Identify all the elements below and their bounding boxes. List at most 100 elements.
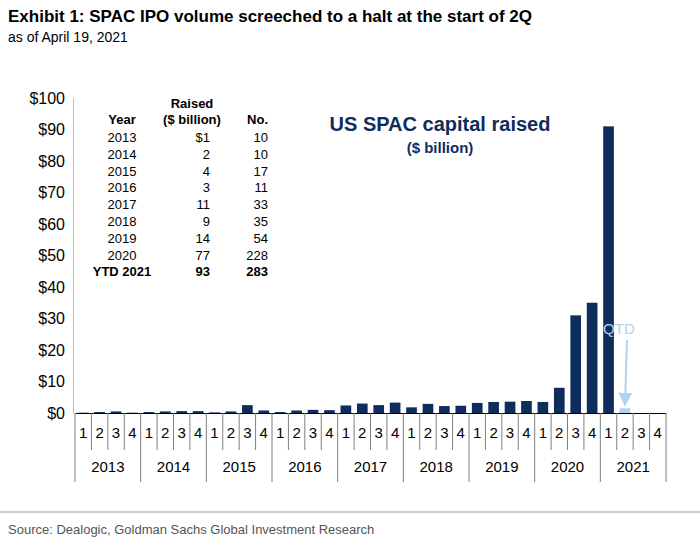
bar: [111, 411, 122, 413]
table-cell: 17: [254, 164, 268, 179]
quarter-separator: [239, 413, 240, 450]
x-tick: 2: [95, 413, 103, 441]
bars: [78, 126, 630, 413]
table-cell: 9: [203, 214, 210, 229]
x-tick-label: 2: [227, 424, 235, 441]
y-tick-label: $30: [38, 310, 65, 327]
chart: Exhibit 1: SPAC IPO volume screeched to …: [0, 0, 700, 545]
y-tick: $100: [29, 90, 73, 107]
x-tick-label: 3: [243, 424, 251, 441]
x-tick: 1: [539, 413, 547, 441]
table-cell: 2019: [108, 231, 137, 246]
title: Exhibit 1: SPAC IPO volume screeched to …: [8, 7, 532, 26]
x-tick: 1: [79, 413, 87, 441]
year-separator: [140, 413, 141, 482]
year-label: 2014: [157, 458, 190, 475]
x-tick: 4: [128, 413, 136, 441]
quarter-separator: [157, 413, 158, 450]
table-cell: 2017: [108, 197, 137, 212]
x-tick: 2: [358, 413, 366, 441]
chart-unit: ($ billion): [407, 139, 474, 156]
bar: [193, 411, 204, 413]
bar: [521, 401, 532, 413]
table-header: No.: [247, 112, 268, 127]
table-cell: 2: [203, 147, 210, 162]
quarter-separator: [419, 413, 420, 450]
qtd-arrow: [625, 340, 627, 405]
inset-table: YearRaised($ billion)No.2013$11020142102…: [93, 96, 268, 279]
x-tick: 1: [276, 413, 284, 441]
bar: [554, 388, 565, 413]
x-tick: 1: [604, 413, 612, 441]
quarter-separator: [386, 413, 387, 450]
bar: [603, 126, 614, 413]
quarter-separator: [255, 413, 256, 450]
year-separator: [337, 413, 338, 482]
bar: [275, 412, 286, 413]
table-cell: 2015: [108, 164, 137, 179]
x-tick: 2: [161, 413, 169, 441]
year-label: 2021: [616, 458, 649, 475]
bar: [308, 410, 319, 413]
bar: [176, 411, 187, 413]
x-tick-label: 4: [194, 424, 202, 441]
x-tick: 1: [473, 413, 481, 441]
bar: [94, 412, 105, 413]
y-tick-label: $60: [38, 216, 65, 233]
x-tick-label: 2: [161, 424, 169, 441]
x-tick: 3: [440, 413, 448, 441]
bar: [587, 303, 598, 413]
quarter-separator: [518, 413, 519, 450]
bar: [127, 412, 138, 413]
table-cell: $1: [196, 130, 210, 145]
x-tick-label: 1: [145, 424, 153, 441]
x-tick: 2: [621, 413, 629, 441]
year-label: 2019: [485, 458, 518, 475]
x-tick-label: 1: [342, 424, 350, 441]
table-cell: 283: [246, 264, 268, 279]
table-cell: 11: [255, 180, 269, 195]
y-axis-line: [73, 99, 74, 414]
x-tick: 4: [588, 413, 596, 441]
x-tick-label: 1: [473, 424, 481, 441]
bar: [324, 410, 335, 413]
x-tick: 3: [243, 413, 251, 441]
bar: [242, 405, 253, 413]
year-label: 2016: [288, 458, 321, 475]
bar: [406, 407, 417, 413]
bar: [488, 402, 499, 413]
y-tick-label: $20: [38, 342, 65, 359]
x-tick-label: 4: [260, 424, 268, 441]
year-label: 2015: [222, 458, 255, 475]
bar: [357, 404, 368, 413]
x-tick-label: 4: [457, 424, 465, 441]
x-tick: 2: [489, 413, 497, 441]
table-header: Raised: [171, 96, 214, 111]
bar: [439, 406, 450, 413]
bar: [455, 406, 466, 413]
quarter-separator: [649, 413, 650, 450]
quarter-separator: [436, 413, 437, 450]
quarter-separator: [551, 413, 552, 450]
bar: [620, 408, 631, 413]
year-label: 2013: [91, 458, 124, 475]
table-cell: 10: [254, 147, 268, 162]
table-header: ($ billion): [163, 112, 221, 127]
table-cell: 2014: [108, 147, 137, 162]
source-rule: [0, 512, 700, 513]
x-tick-label: 3: [375, 424, 383, 441]
bar: [144, 412, 155, 413]
x-tick: 3: [572, 413, 580, 441]
x-tick-label: 4: [522, 424, 530, 441]
y-tick: $90: [38, 121, 73, 138]
y-tick-label: $40: [38, 279, 65, 296]
x-tick: 3: [112, 413, 120, 441]
table-cell: 33: [254, 197, 268, 212]
bar: [341, 405, 352, 413]
x-tick-label: 3: [572, 424, 580, 441]
x-tick-label: 3: [112, 424, 120, 441]
table-cell: 2016: [108, 180, 137, 195]
bar: [226, 411, 237, 413]
x-tick: 3: [309, 413, 317, 441]
y-tick-label: $70: [38, 184, 65, 201]
